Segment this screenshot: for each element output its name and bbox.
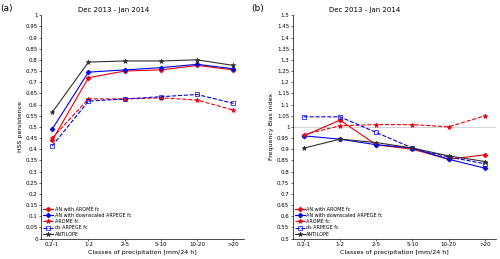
ds ARPEGE fc bbox=[482, 162, 488, 165]
AN with downscaled ARPEGE fc bbox=[122, 68, 128, 71]
ANTILOPE bbox=[337, 138, 343, 141]
AN with downscaled ARPEGE fc bbox=[300, 134, 306, 137]
AN with downscaled ARPEGE fc bbox=[446, 158, 452, 161]
Text: Dec 2013 - Jan 2014: Dec 2013 - Jan 2014 bbox=[330, 8, 400, 13]
Y-axis label: HSS persistence: HSS persistence bbox=[18, 101, 23, 152]
Legend: AN with AROME fc, AN with downscaled ARPEGE fc, AROME fc, ds ARPEGE fc, ANTILOPE: AN with AROME fc, AN with downscaled ARP… bbox=[42, 206, 132, 238]
AN with AROME fc bbox=[482, 153, 488, 156]
Line: ANTILOPE: ANTILOPE bbox=[302, 137, 488, 164]
AROME fc bbox=[446, 125, 452, 128]
X-axis label: Classes of precipitation [mm/24 h]: Classes of precipitation [mm/24 h] bbox=[340, 250, 448, 255]
Line: AROME fc: AROME fc bbox=[50, 95, 236, 140]
ANTILOPE bbox=[482, 160, 488, 163]
Line: AN with AROME fc: AN with AROME fc bbox=[302, 118, 486, 161]
ANTILOPE bbox=[194, 58, 200, 61]
ds ARPEGE fc bbox=[86, 100, 91, 103]
AN with downscaled ARPEGE fc bbox=[194, 63, 200, 66]
AROME fc bbox=[373, 123, 379, 126]
Line: AN with downscaled ARPEGE fc: AN with downscaled ARPEGE fc bbox=[50, 63, 235, 131]
Text: (a): (a) bbox=[0, 4, 13, 13]
Line: AROME fc: AROME fc bbox=[302, 113, 488, 137]
AROME fc bbox=[86, 97, 91, 100]
ds ARPEGE fc bbox=[337, 115, 343, 118]
ANTILOPE bbox=[410, 147, 416, 150]
ANTILOPE bbox=[300, 147, 306, 150]
AN with AROME fc bbox=[86, 76, 91, 79]
ds ARPEGE fc bbox=[122, 97, 128, 100]
ds ARPEGE fc bbox=[410, 147, 416, 150]
X-axis label: Classes of precipitation [mm/24 h]: Classes of precipitation [mm/24 h] bbox=[88, 250, 197, 255]
AN with downscaled ARPEGE fc bbox=[158, 66, 164, 69]
ds ARPEGE fc bbox=[158, 95, 164, 98]
ANTILOPE bbox=[86, 61, 91, 64]
ANTILOPE bbox=[49, 111, 55, 114]
AN with AROME fc bbox=[158, 68, 164, 71]
AN with AROME fc bbox=[446, 158, 452, 161]
AN with downscaled ARPEGE fc bbox=[230, 67, 236, 70]
AROME fc bbox=[49, 136, 55, 140]
AROME fc bbox=[158, 96, 164, 99]
ANTILOPE bbox=[122, 59, 128, 62]
ds ARPEGE fc bbox=[194, 93, 200, 96]
AROME fc bbox=[482, 114, 488, 117]
AROME fc bbox=[337, 124, 343, 127]
ANTILOPE bbox=[230, 64, 236, 67]
AN with downscaled ARPEGE fc bbox=[482, 167, 488, 170]
ds ARPEGE fc bbox=[300, 115, 306, 118]
AN with downscaled ARPEGE fc bbox=[410, 147, 416, 150]
AN with downscaled ARPEGE fc bbox=[86, 71, 91, 74]
AN with AROME fc bbox=[300, 134, 306, 137]
ANTILOPE bbox=[373, 141, 379, 144]
ds ARPEGE fc bbox=[230, 102, 236, 105]
Text: Dec 2013 - Jan 2014: Dec 2013 - Jan 2014 bbox=[78, 8, 149, 13]
AN with downscaled ARPEGE fc bbox=[373, 143, 379, 146]
ANTILOPE bbox=[158, 59, 164, 62]
AN with AROME fc bbox=[122, 69, 128, 73]
AN with AROME fc bbox=[230, 68, 236, 71]
Line: ds ARPEGE fc: ds ARPEGE fc bbox=[302, 115, 486, 166]
Line: ds ARPEGE fc: ds ARPEGE fc bbox=[50, 93, 235, 148]
ds ARPEGE fc bbox=[49, 144, 55, 147]
AN with AROME fc bbox=[410, 148, 416, 151]
ds ARPEGE fc bbox=[446, 155, 452, 159]
ANTILOPE bbox=[446, 154, 452, 157]
AN with AROME fc bbox=[337, 119, 343, 122]
AN with downscaled ARPEGE fc bbox=[337, 138, 343, 141]
AROME fc bbox=[122, 97, 128, 100]
ds ARPEGE fc bbox=[373, 131, 379, 134]
Legend: AN with AROME fc, AN with downscaled ARPEGE fc, AROME fc, ds ARPEGE fc, ANTILOPE: AN with AROME fc, AN with downscaled ARP… bbox=[294, 206, 384, 238]
AN with AROME fc bbox=[373, 143, 379, 146]
AN with downscaled ARPEGE fc bbox=[49, 127, 55, 131]
Text: (b): (b) bbox=[252, 4, 264, 13]
Line: AN with AROME fc: AN with AROME fc bbox=[50, 64, 235, 142]
AROME fc bbox=[194, 98, 200, 102]
AN with AROME fc bbox=[49, 139, 55, 142]
Line: ANTILOPE: ANTILOPE bbox=[50, 57, 236, 115]
Line: AN with downscaled ARPEGE fc: AN with downscaled ARPEGE fc bbox=[302, 134, 486, 170]
AROME fc bbox=[410, 123, 416, 126]
AROME fc bbox=[230, 109, 236, 112]
AN with AROME fc bbox=[194, 64, 200, 67]
AROME fc bbox=[300, 133, 306, 136]
Y-axis label: Frequency Bias Index: Frequency Bias Index bbox=[270, 93, 274, 160]
